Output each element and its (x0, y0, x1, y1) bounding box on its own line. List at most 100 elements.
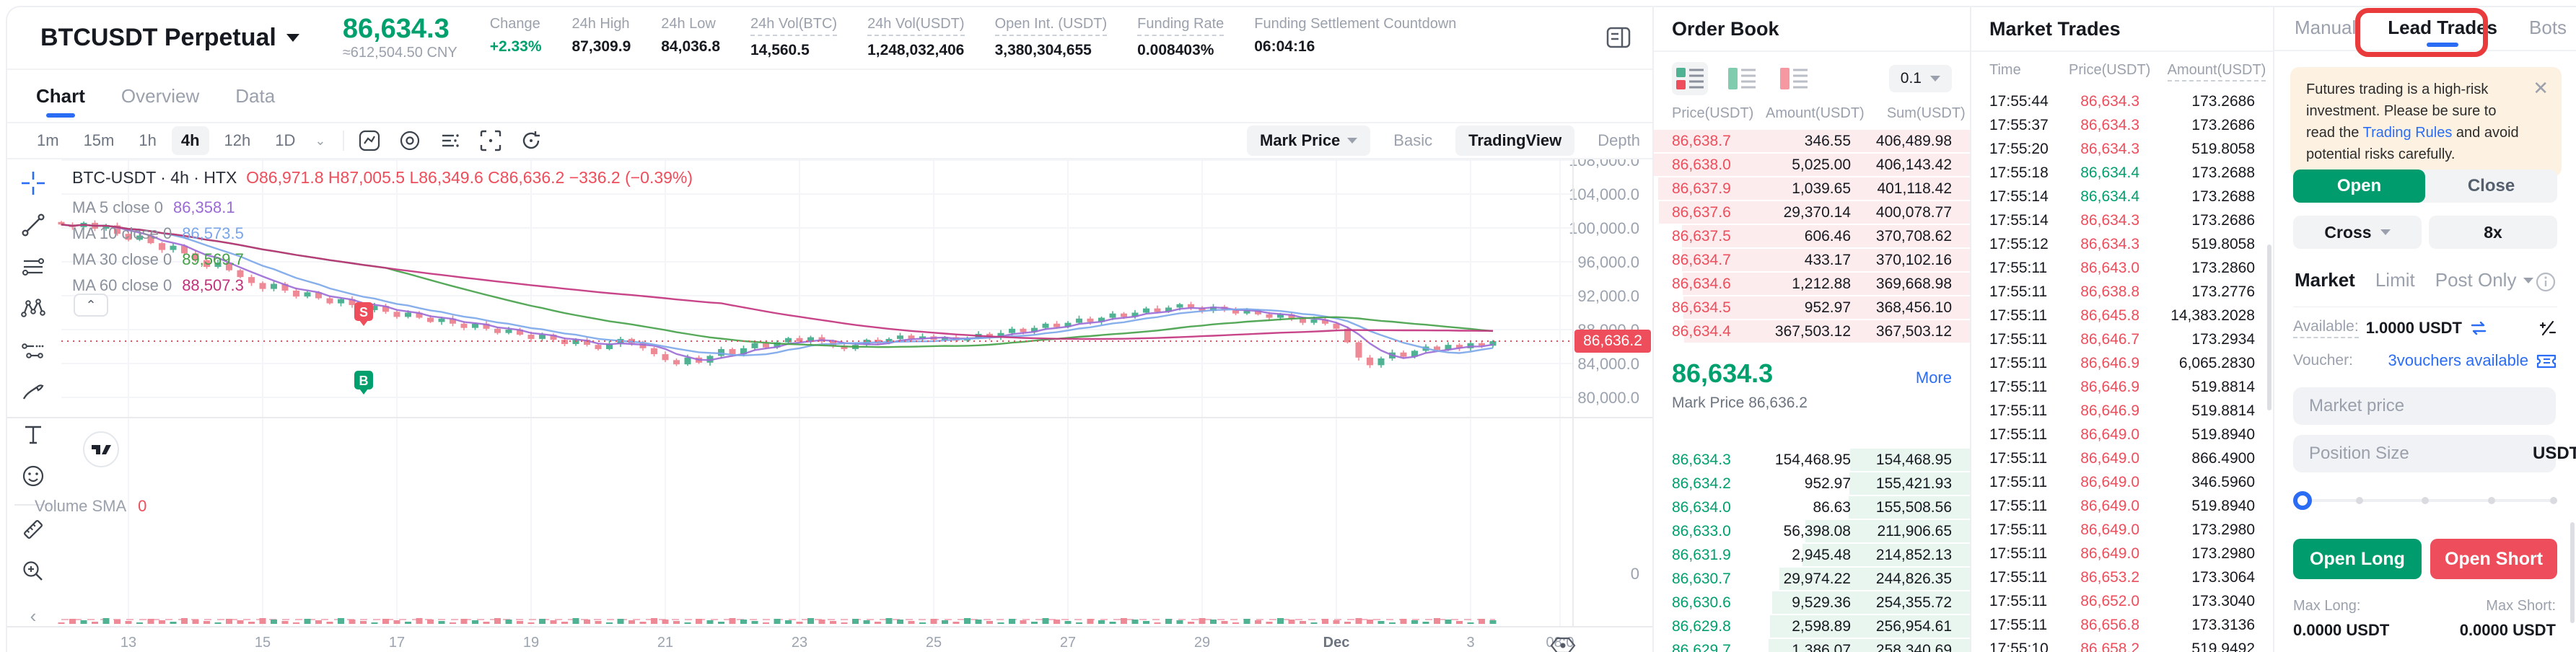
ruler-icon[interactable] (21, 517, 45, 542)
ask-row[interactable]: 86,634.5 952.97 368,456.10 (1654, 296, 1970, 320)
slider-dot[interactable] (2422, 497, 2429, 504)
tradingview-logo[interactable] (82, 431, 120, 468)
price-input[interactable] (2309, 396, 2540, 416)
panel-tab-manual[interactable]: Manual (2295, 17, 2357, 38)
trade-panel-tabs: Manual Lead Trades Bots (2274, 6, 2576, 51)
legend-collapse-button[interactable]: ⌃ (74, 294, 108, 317)
brush-icon[interactable] (21, 380, 45, 405)
ask-row[interactable]: 86,634.4 367,503.12 367,503.12 (1654, 320, 1970, 343)
layout-icon[interactable] (1605, 24, 1632, 51)
voucher-label: Voucher: (2293, 352, 2353, 369)
risk-banner: Futures trading is a high-risk investmen… (2290, 67, 2562, 177)
text-tool-icon[interactable] (21, 422, 45, 446)
voucher-row: Voucher: 3vouchers available (2293, 351, 2557, 370)
view-tradingview[interactable]: TradingView (1455, 125, 1575, 156)
open-short-button[interactable]: Open Short (2430, 539, 2557, 579)
order-type-market[interactable]: Market (2295, 269, 2355, 291)
candlestick-chart[interactable]: 13 15 17 19 21 23 25 27 29 Dec 3 08:0 108,000.0 104,0… (7, 159, 1652, 652)
zoom-in-icon[interactable] (21, 559, 45, 583)
bid-row[interactable]: 86,634.3 154,468.95 154,468.95 (1654, 448, 1970, 472)
trades-scrollbar[interactable] (2267, 244, 2271, 410)
price-mode-label: Mark Price (1260, 131, 1341, 149)
order-type-limit[interactable]: Limit (2375, 269, 2415, 291)
timeframe-4h[interactable]: 4h (171, 126, 209, 155)
tab-chart[interactable]: Chart (36, 70, 85, 122)
panel-tab-bots[interactable]: Bots (2529, 17, 2567, 38)
ask-row[interactable]: 86,634.6 1,212.88 369,668.98 (1654, 272, 1970, 296)
ask-row[interactable]: 86,637.6 29,370.14 400,078.77 (1654, 201, 1970, 224)
order-type-post-only[interactable]: Post Only (2435, 269, 2534, 291)
margin-mode-button[interactable]: Cross (2293, 216, 2422, 249)
info-icon[interactable] (2536, 272, 2556, 292)
ask-row[interactable]: 86,637.9 1,039.65 401,118.42 (1654, 177, 1970, 201)
close-tab[interactable]: Close (2467, 176, 2515, 195)
collapse-toolbar-icon[interactable]: ‹ (30, 604, 37, 627)
open-long-button[interactable]: Open Long (2293, 539, 2422, 579)
ask-row[interactable]: 86,637.5 606.46 370,708.62 (1654, 224, 1970, 248)
leverage-button[interactable]: 8x (2429, 216, 2557, 249)
tab-data[interactable]: Data (235, 84, 276, 107)
size-slider[interactable] (2293, 491, 2557, 510)
timeframe-1h[interactable]: 1h (139, 131, 157, 149)
forecast-tool-icon[interactable] (21, 338, 45, 363)
adjust-margin-icon[interactable] (2538, 319, 2557, 338)
price-mode-dropdown[interactable]: Mark Price (1247, 125, 1371, 156)
book-layout-bids-icon[interactable] (1724, 62, 1760, 95)
chart-canvas[interactable]: 13 15 17 19 21 23 25 27 29 Dec 3 08:0 108,000.0 104,0… (7, 159, 1652, 652)
bid-row[interactable]: 86,629.8 2,598.89 256,954.61 (1654, 614, 1970, 638)
panel-tab-lead-trades[interactable]: Lead Trades (2388, 17, 2497, 50)
emoji-tool-icon[interactable] (21, 464, 45, 488)
bid-row[interactable]: 86,630.7 29,974.22 244,826.35 (1654, 567, 1970, 591)
ask-row[interactable]: 86,638.0 5,025.00 406,143.42 (1654, 153, 1970, 177)
parallel-lines-icon[interactable] (21, 255, 45, 279)
crosshair-icon[interactable] (21, 171, 45, 195)
bid-row[interactable]: 86,634.2 952.97 155,421.93 (1654, 472, 1970, 495)
book-layout-both-icon[interactable] (1672, 62, 1708, 95)
view-depth[interactable]: Depth (1598, 131, 1640, 149)
chevron-down-icon[interactable]: ⌄ (315, 133, 326, 148)
trend-line-icon[interactable] (21, 213, 45, 237)
timeframe-15m[interactable]: 15m (83, 131, 115, 149)
slider-handle[interactable] (2293, 491, 2312, 510)
trade-row: 17:55:11 86,646.9 519.8814 (1989, 402, 2255, 419)
more-link[interactable]: More (1915, 369, 1952, 387)
market-trades-panel: Market Trades Time Price(USDT) Amount(US… (1970, 6, 2273, 652)
view-basic[interactable]: Basic (1393, 131, 1433, 149)
transfer-icon[interactable] (2469, 320, 2488, 336)
panel-scrollbar[interactable] (2570, 522, 2575, 623)
trade-row: 17:55:11 86,649.0 173.2980 (1989, 521, 2255, 538)
bid-row[interactable]: 86,629.7 1,386.07 258,340.69 (1654, 638, 1970, 652)
slider-dot[interactable] (2355, 497, 2363, 504)
bid-row[interactable]: 86,631.9 2,945.48 214,852.13 (1654, 543, 1970, 567)
ask-row[interactable]: 86,634.7 433.17 370,102.16 (1654, 248, 1970, 272)
close-icon[interactable]: ✕ (2533, 77, 2549, 99)
slider-dot[interactable] (2487, 497, 2495, 504)
bid-row[interactable]: 86,633.0 56,398.08 211,906.65 (1654, 519, 1970, 543)
precision-dropdown[interactable]: 0.1 (1888, 65, 1952, 92)
slider-dot[interactable] (2550, 497, 2557, 504)
open-tab[interactable]: Open (2293, 169, 2425, 203)
stat-item: Open Int. (USDT) 3,380,304,655 (994, 16, 1108, 58)
trade-row: 17:55:37 86,634.3 173.2686 (1989, 116, 2255, 133)
fullscreen-icon[interactable] (478, 128, 503, 153)
tab-overview[interactable]: Overview (121, 84, 200, 107)
voucher-link[interactable]: 3vouchers available (2388, 351, 2557, 370)
timeframe-1D[interactable]: 1D (275, 131, 296, 149)
bid-row[interactable]: 86,634.0 86.63 155,508.56 (1654, 495, 1970, 519)
indicators-icon[interactable] (398, 128, 422, 153)
timeframe-12h[interactable]: 12h (224, 131, 251, 149)
replay-icon[interactable] (519, 128, 543, 153)
symbol-selector[interactable]: BTCUSDT Perpetual (40, 24, 299, 52)
xabcd-pattern-icon[interactable] (21, 296, 45, 321)
ask-row[interactable]: 86,638.7 346.55 406,489.98 (1654, 129, 1970, 153)
settings-list-icon[interactable] (438, 128, 463, 153)
size-unit-dropdown[interactable]: USDT (2533, 444, 2576, 464)
bid-row[interactable]: 86,630.6 9,529.36 254,355.72 (1654, 591, 1970, 614)
drawing-toolbar: ‹ (7, 159, 59, 652)
position-size-input[interactable] (2309, 444, 2533, 464)
chart-style-icon[interactable] (357, 128, 382, 153)
timeframe-1m[interactable]: 1m (37, 131, 59, 149)
trading-rules-link[interactable]: Trading Rules (2362, 125, 2453, 141)
book-layout-asks-icon[interactable] (1776, 62, 1812, 95)
trade-row: 17:55:11 86,649.0 173.2980 (1989, 545, 2255, 562)
